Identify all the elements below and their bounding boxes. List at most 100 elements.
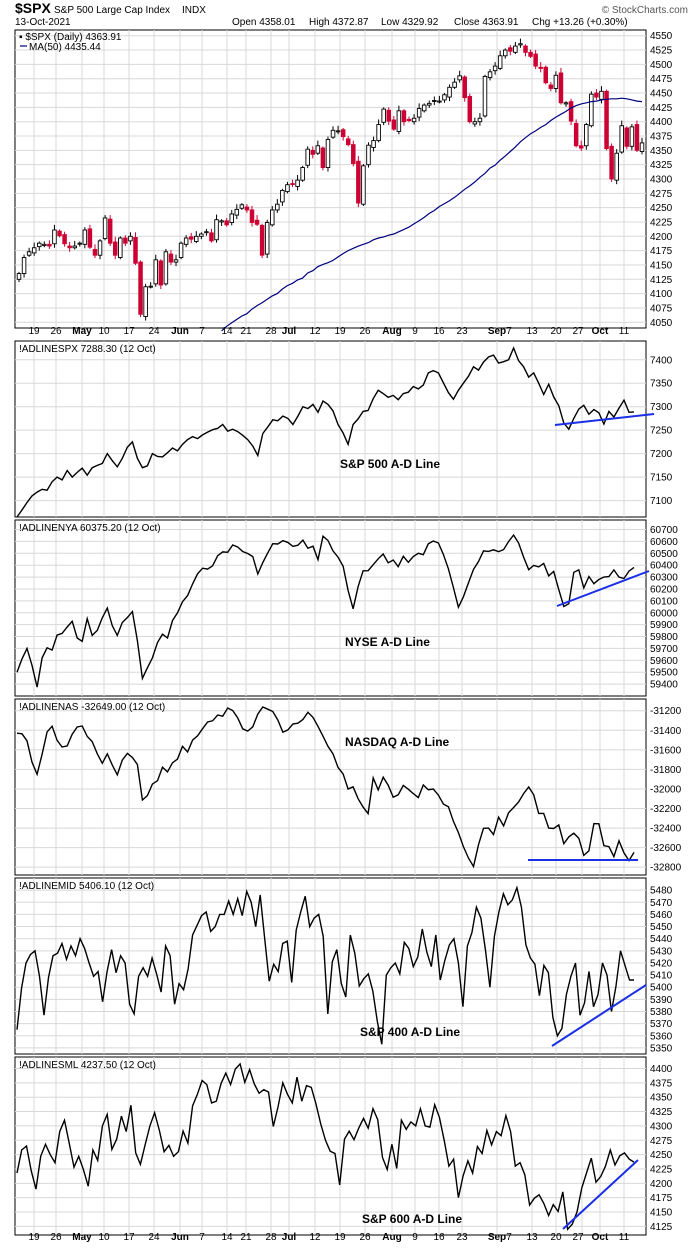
x-tick-label: 7	[506, 1232, 512, 1243]
x-tick-label: 9	[412, 1232, 418, 1243]
y-tick-label: -31400	[650, 726, 682, 737]
y-tick-label: 59900	[650, 620, 678, 631]
candle-body	[290, 183, 295, 186]
x-tick-label: 20	[550, 326, 562, 337]
panel-3: 5940059500596005970059800599006000060100…	[14, 519, 678, 697]
candle	[97, 239, 103, 260]
x-tick-label: 21	[240, 1232, 252, 1243]
candle-body	[234, 208, 240, 216]
candle-body	[604, 90, 609, 150]
candle	[219, 219, 224, 226]
candle-body	[528, 51, 533, 57]
candle	[244, 204, 250, 213]
candle-body	[599, 90, 604, 100]
y-tick-label: 4150	[650, 260, 673, 271]
candle-body	[138, 261, 143, 315]
y-tick-label: 4325	[650, 160, 673, 171]
support-trendline	[556, 570, 650, 607]
candle	[416, 103, 422, 122]
candle	[52, 224, 57, 248]
panel-frame	[14, 519, 647, 697]
y-tick-label: 5370	[650, 1019, 673, 1030]
candle-body	[102, 217, 108, 240]
candle-body	[609, 145, 614, 180]
y-tick-label: 4350	[650, 1093, 673, 1104]
x-tick-label: 27	[572, 1232, 584, 1243]
candle	[188, 232, 194, 244]
candle	[87, 224, 93, 249]
candle	[548, 82, 554, 92]
y-tick-label: -32000	[650, 784, 682, 795]
candle-body	[351, 144, 356, 164]
candle-body	[497, 55, 503, 69]
index-name: S&P 500 Large Cap Index	[54, 5, 170, 16]
x-tick-label: 10	[98, 1232, 110, 1243]
candle-body	[229, 213, 234, 224]
candle-body	[396, 110, 402, 132]
x-tick-label: Jul	[282, 326, 297, 337]
symbol-title: $SPX	[15, 0, 51, 16]
candle-body	[178, 242, 184, 258]
candle-body	[67, 245, 72, 249]
candle	[508, 44, 513, 56]
candle	[270, 205, 275, 227]
candle	[371, 136, 376, 152]
candle-body	[335, 130, 341, 133]
candle-body	[548, 84, 554, 89]
candle	[421, 103, 427, 113]
candle	[16, 271, 22, 283]
candle	[584, 122, 589, 150]
x-tick-label: 16	[433, 1232, 445, 1243]
candle-body	[280, 190, 285, 203]
candle	[72, 240, 77, 250]
candle-body	[639, 142, 645, 152]
y-tick-label: 4100	[650, 289, 673, 300]
candle	[92, 244, 98, 259]
panel-1: 4050 4075 4100 4125 4150 4175 4200 4225 4250 4275…	[14, 29, 673, 332]
y-tick-label: 4375	[650, 1078, 673, 1089]
y-tick-label: 60500	[650, 549, 678, 560]
candle-body	[584, 124, 589, 147]
candle-body	[123, 237, 128, 244]
candle	[224, 217, 229, 227]
candle-body	[437, 100, 442, 103]
candle	[173, 254, 179, 267]
candle	[614, 149, 619, 185]
candle-body	[118, 237, 123, 258]
x-tick-label: 9	[412, 326, 418, 337]
candle	[214, 214, 219, 243]
candle-body	[462, 76, 467, 99]
candle-body	[244, 206, 250, 211]
y-tick-label: 4325	[650, 1107, 673, 1118]
candle-body	[42, 243, 47, 246]
x-axis: 19 26 May 10 17 24 Jun 7 14 21 28 Jul 12 19 26 Aug 9 16 23…	[28, 326, 629, 1243]
candle-body	[188, 236, 194, 240]
candle	[497, 50, 503, 71]
candle-body	[183, 237, 189, 245]
candle	[401, 109, 407, 126]
candle-body	[194, 235, 199, 242]
y-tick-label: 4150	[650, 1208, 673, 1219]
y-tick-label: 5380	[650, 1007, 673, 1018]
candle-body	[87, 228, 93, 248]
candle-body	[492, 65, 498, 72]
x-tick-label: 23	[456, 326, 468, 337]
y-tick-label: 59400	[650, 680, 678, 691]
y-tick-label: 4525	[650, 46, 673, 57]
x-tick-label: 12	[309, 1232, 321, 1243]
candle-body	[624, 127, 630, 147]
x-tick-label: 11	[619, 326, 630, 337]
candle-body	[219, 220, 224, 223]
candle	[290, 179, 295, 188]
x-tick-label: 17	[123, 1232, 135, 1243]
candle	[624, 126, 630, 150]
x-tick-label: 13	[526, 1232, 538, 1243]
x-tick-label: 26	[50, 1232, 62, 1243]
candle	[138, 260, 143, 318]
candle	[502, 48, 508, 59]
candle-body	[376, 124, 381, 142]
candle-body	[523, 45, 528, 53]
x-tick-label: 14	[221, 326, 233, 337]
candle-body	[47, 243, 52, 247]
